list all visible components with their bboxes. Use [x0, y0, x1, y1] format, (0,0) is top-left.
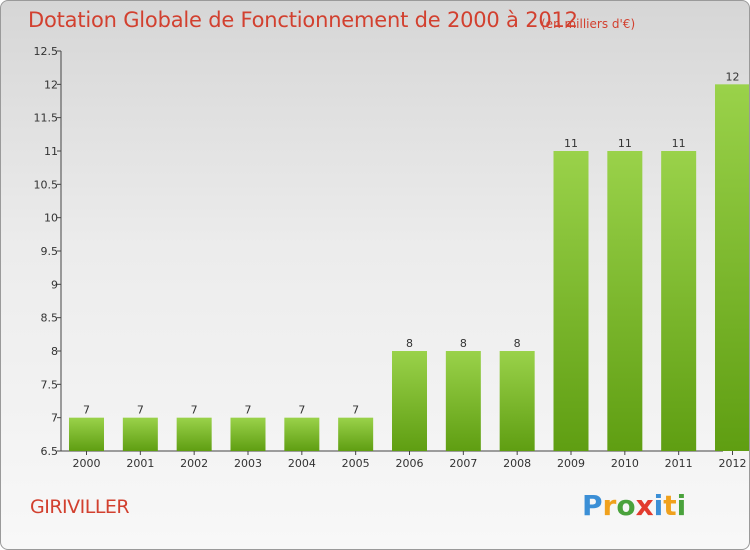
- y-tick-label: 10.5: [34, 178, 59, 191]
- data-label: 7: [83, 404, 90, 417]
- logo-letter: r: [602, 489, 617, 522]
- x-tick-label: 2004: [288, 457, 316, 470]
- x-tick-label: 2009: [557, 457, 585, 470]
- x-tick-label: 2000: [73, 457, 101, 470]
- bar: [499, 351, 535, 451]
- logo-letter: o: [616, 489, 636, 522]
- data-label: 12: [726, 70, 740, 83]
- data-label: 11: [672, 137, 686, 150]
- bar: [715, 84, 749, 451]
- y-tick-label: 8.5: [41, 312, 59, 325]
- data-label: 11: [618, 137, 632, 150]
- labels-group: 2000 7 2001 7 2002 7 2003 7 2004 7 2005 7 2006 8 2007 8…: [73, 70, 747, 470]
- x-tick-label: 2012: [719, 457, 747, 470]
- y-tick-label: 9.5: [41, 245, 59, 258]
- proxiti-logo[interactable]: Proxiti: [582, 489, 686, 522]
- y-tick-label: 7: [51, 412, 58, 425]
- data-label: 8: [460, 337, 467, 350]
- data-label: 7: [245, 404, 252, 417]
- bar: [69, 417, 104, 451]
- chart-subtitle: (en milliers d'€): [541, 17, 636, 31]
- logo-letter: x: [635, 489, 654, 522]
- bar: [122, 417, 158, 451]
- data-label: 7: [352, 404, 359, 417]
- x-tick-label: 2006: [396, 457, 424, 470]
- y-tick-label: 11.5: [34, 112, 59, 125]
- bar: [607, 151, 643, 451]
- x-tick-label: 2002: [180, 457, 208, 470]
- y-tick-label: 9: [51, 278, 58, 291]
- x-tick-label: 2003: [234, 457, 262, 470]
- bar: [661, 151, 697, 451]
- bars-group: [69, 84, 749, 451]
- bar: [445, 351, 481, 451]
- bar: [553, 151, 589, 451]
- data-label: 8: [514, 337, 521, 350]
- logo-letter: P: [582, 489, 603, 522]
- x-tick-label: 2010: [611, 457, 639, 470]
- y-tick-label: 7.5: [41, 378, 59, 391]
- x-tick-label: 2001: [126, 457, 154, 470]
- logo-letter: i: [653, 489, 664, 522]
- data-label: 11: [564, 137, 578, 150]
- x-tick-label: 2011: [665, 457, 693, 470]
- y-tick-label: 10: [44, 212, 58, 225]
- commune-name: GIRIVILLER: [30, 496, 130, 518]
- x-tick-label: 2007: [449, 457, 477, 470]
- data-label: 8: [406, 337, 413, 350]
- x-tick-label: 2005: [342, 457, 370, 470]
- data-label: 7: [298, 404, 305, 417]
- bar: [230, 417, 266, 451]
- y-tick-label: 8: [51, 345, 58, 358]
- chart-title: Dotation Globale de Fonctionnement de 20…: [28, 8, 578, 32]
- y-tick-label: 12.5: [34, 45, 59, 58]
- logo-letter: i: [676, 489, 687, 522]
- bar: [338, 417, 374, 451]
- bar: [284, 417, 320, 451]
- data-label: 7: [137, 404, 144, 417]
- bar: [392, 351, 427, 451]
- logo-letter: t: [663, 489, 677, 522]
- y-tick-label: 12: [44, 78, 58, 91]
- bar: [176, 417, 212, 451]
- y-tick-label: 6.5: [41, 445, 59, 458]
- y-tick-label: 11: [44, 145, 58, 158]
- x-tick-label: 2008: [503, 457, 531, 470]
- data-label: 7: [191, 404, 198, 417]
